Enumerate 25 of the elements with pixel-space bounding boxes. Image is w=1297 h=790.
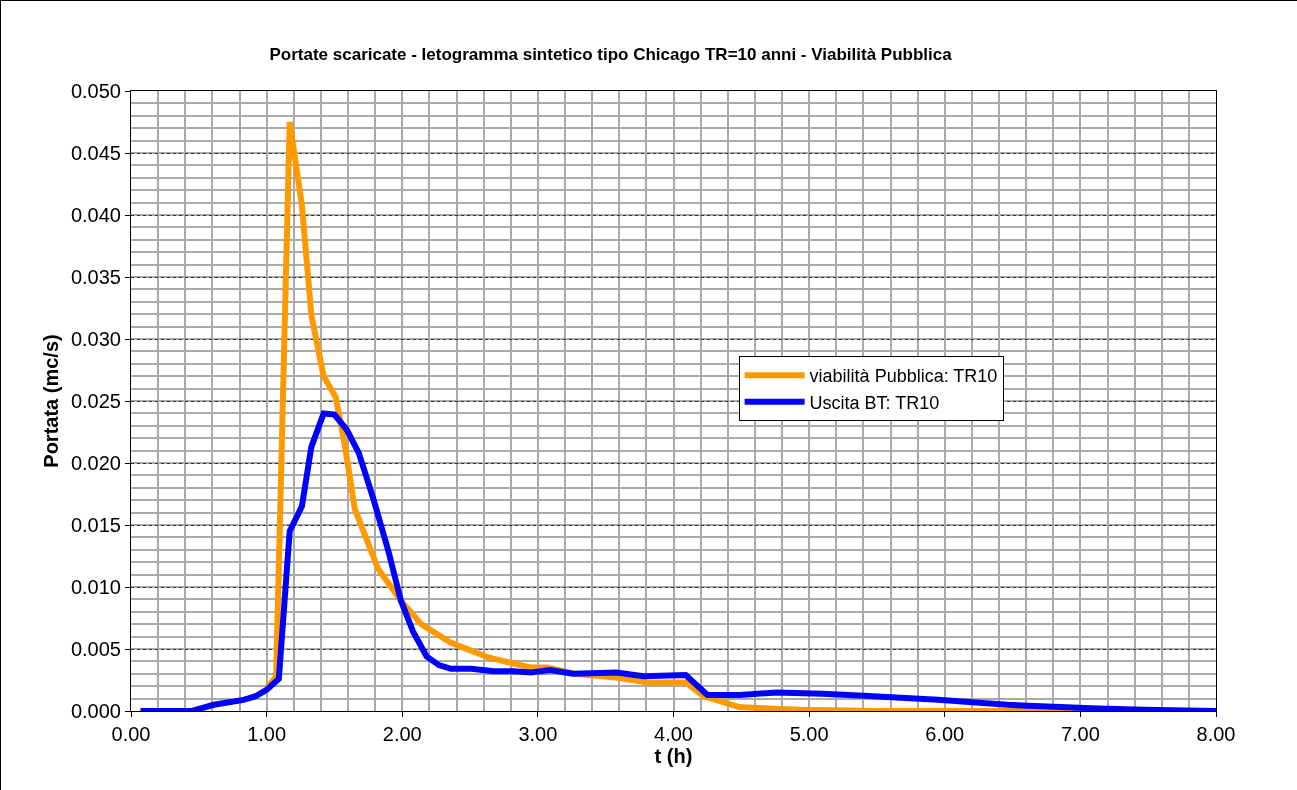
y-tick-label: 0.035 [70,266,121,288]
y-tick-label: 0.030 [70,328,121,350]
y-tick-label: 0.025 [70,390,121,412]
y-tick-label: 0.010 [70,576,121,598]
x-tick-label: 5.00 [789,723,829,745]
chart-title: Portate scaricate - Ietogramma sintetico tipo Chicago TR=10 anni - Viabilità Pubblica [269,45,953,65]
y-tick-label: 0.015 [70,514,121,536]
legend-label: viabilità Pubblica: TR10 [809,366,998,387]
y-tick-label: 0.020 [70,452,121,474]
y-tick-label: 0.040 [70,204,121,226]
x-tick-label: 6.00 [925,723,965,745]
y-tick-label: 0.000 [70,700,121,722]
y-tick-label: 0.005 [70,638,121,660]
y-axis-title: Portata (mc/s) [40,334,63,468]
x-tick-label: 0.00 [111,723,151,745]
y-tick-label: 0.045 [70,142,121,164]
x-tick-label: 1.00 [247,723,287,745]
x-axis-title: t (h) [654,745,693,767]
x-tick-label: 2.00 [382,723,422,745]
legend-label: Uscita BT: TR10 [809,392,940,413]
x-tick-label: 3.00 [518,723,558,745]
y-tick-label: 0.050 [70,80,121,102]
x-tick-label: 7.00 [1060,723,1100,745]
x-tick-label: 8.00 [1196,723,1236,745]
x-tick-label: 4.00 [654,723,693,745]
